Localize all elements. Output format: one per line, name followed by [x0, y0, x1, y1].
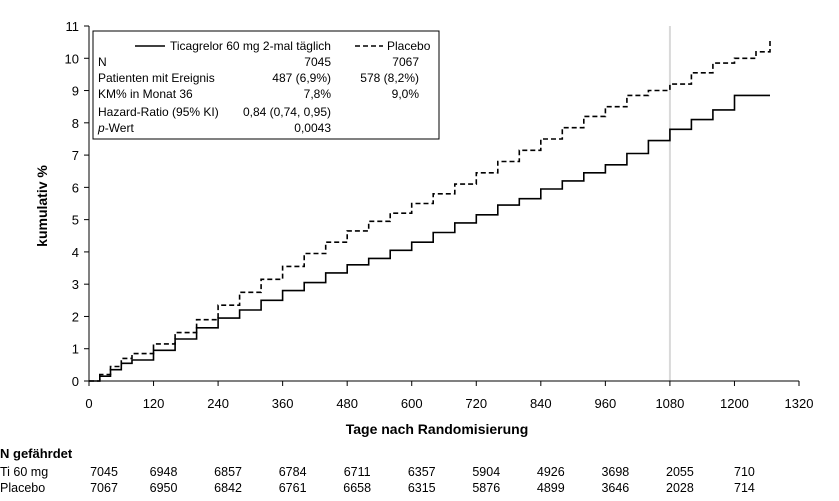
x-tick-label: 840 — [530, 396, 552, 411]
legend-label-placebo: Placebo — [387, 39, 431, 53]
risk-cell: 5904 — [472, 465, 500, 479]
risk-cell: 6761 — [279, 481, 307, 495]
x-tick-label: 600 — [401, 396, 423, 411]
risk-cell: 5876 — [472, 481, 500, 495]
x-axis-title: Tage nach Randomisierung — [346, 421, 529, 437]
legend-box: Ticagrelor 60 mg 2-mal täglich Placebo N 70… — [92, 30, 440, 140]
risk-cell: 6658 — [343, 481, 371, 495]
legend-row-label: p-Wert — [97, 121, 134, 135]
y-tick-label: 8 — [72, 116, 79, 131]
y-tick-label: 5 — [72, 213, 79, 228]
y-tick-label: 2 — [72, 309, 79, 324]
risk-cell: 6784 — [279, 465, 307, 479]
risk-table-title: N gefährdet — [0, 446, 73, 461]
legend-row-value-ticagrelor: 7045 — [304, 55, 331, 69]
x-tick-label: 0 — [85, 396, 92, 411]
y-tick-label: 1 — [72, 342, 79, 357]
risk-cell: 710 — [734, 465, 755, 479]
y-tick-label: 6 — [72, 180, 79, 195]
risk-cell: 6950 — [150, 481, 178, 495]
x-tick-label: 240 — [207, 396, 229, 411]
legend-row-value-ticagrelor: 487 (6,9%) — [272, 71, 331, 85]
x-tick-label: 480 — [336, 396, 358, 411]
risk-cell: 3698 — [601, 465, 629, 479]
legend-row-value-placebo: 7067 — [392, 55, 419, 69]
risk-table: N gefährdet Ti 60 mg 7045 6948 6857 6784 6711 6… — [0, 446, 755, 495]
legend-row-value-ticagrelor: 0,84 (0,74, 0,95) — [243, 105, 331, 119]
x-tick-label: 1080 — [655, 396, 684, 411]
y-tick-label: 4 — [72, 245, 79, 260]
x-tick-label: 720 — [465, 396, 487, 411]
risk-cell: 714 — [734, 481, 755, 495]
series-line-placebo — [89, 38, 771, 382]
risk-cell: 2055 — [666, 465, 694, 479]
risk-cell: 6357 — [408, 465, 436, 479]
risk-cell: 2028 — [666, 481, 694, 495]
legend-row-label-italic: p — [97, 121, 105, 135]
y-tick-label: 3 — [72, 277, 79, 292]
risk-cell: 7045 — [90, 465, 118, 479]
legend-row-value-ticagrelor: 7,8% — [304, 87, 332, 101]
legend-row-value-ticagrelor: 0,0043 — [294, 121, 331, 135]
legend-row-label: Patienten mit Ereignis — [98, 71, 215, 85]
legend-row-label: Hazard-Ratio (95% KI) — [98, 105, 219, 119]
legend-frame — [92, 30, 440, 140]
risk-cell: 6315 — [408, 481, 436, 495]
risk-cell: 6711 — [344, 465, 371, 479]
risk-cell: 3646 — [601, 481, 629, 495]
x-tick-label: 360 — [272, 396, 294, 411]
legend-row-value-placebo: 578 (8,2%) — [360, 71, 419, 85]
y-tick-label: 0 — [72, 374, 79, 389]
series-line-ticagrelor — [89, 94, 770, 382]
risk-cell: 4899 — [537, 481, 565, 495]
risk-row-label: Ti 60 mg — [0, 465, 48, 479]
risk-cell: 6842 — [214, 481, 242, 495]
x-tick-label: 1320 — [785, 396, 814, 411]
y-tick-label: 11 — [66, 19, 80, 34]
x-tick-label: 1200 — [720, 396, 749, 411]
y-tick-label: 9 — [72, 84, 79, 99]
risk-cell: 6948 — [150, 465, 178, 479]
risk-row-label: Placebo — [0, 481, 45, 495]
legend-row-label: KM% in Monat 36 — [98, 87, 193, 101]
y-axis-title: kumulativ % — [34, 165, 50, 247]
y-tick-label: 10 — [65, 51, 79, 66]
legend-row-label: N — [98, 55, 107, 69]
series-layer — [89, 38, 771, 382]
y-tick-label: 7 — [72, 148, 79, 163]
legend-row-label-rest: -Wert — [105, 121, 135, 135]
x-tick-label: 960 — [595, 396, 617, 411]
legend-row-value-placebo: 9,0% — [392, 87, 420, 101]
axes: 0 1 2 3 4 5 6 7 8 9 10 11 0 120 240 360 480 600 720 840 960 1… — [65, 19, 814, 411]
risk-cell: 6857 — [214, 465, 242, 479]
legend-label-ticagrelor: Ticagrelor 60 mg 2-mal täglich — [170, 39, 331, 53]
risk-cell: 4926 — [537, 465, 565, 479]
risk-cell: 7067 — [90, 481, 118, 495]
x-tick-label: 120 — [143, 396, 165, 411]
